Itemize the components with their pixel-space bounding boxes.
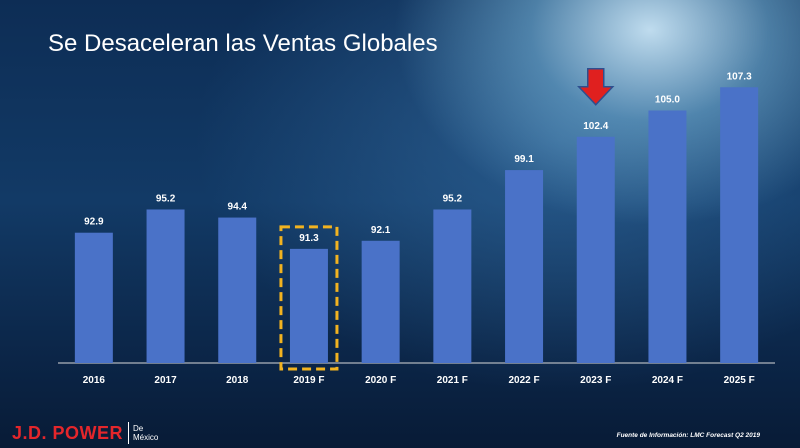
value-label-2023-f: 102.4 [583,121,608,132]
value-label-2022-f: 99.1 [514,154,534,165]
annotations-layer [279,68,615,371]
bar-2020-f [361,240,400,363]
value-label-2016: 92.9 [84,217,104,228]
value-label-2021-f: 95.2 [443,193,463,204]
bar-2022-f [505,170,544,363]
bar-2023-f [576,136,615,363]
logo-subtitle: De México [133,424,158,442]
jd-power-logo: J.D. POWER De México [12,422,158,444]
tick-label-2018: 2018 [226,375,249,386]
bar-2019-f [289,248,328,363]
bar-2016 [74,232,113,363]
bar-2017 [146,209,185,363]
value-labels-layer: 92.9 95.2 94.4 91.3 92.1 95.2 99.1 102.4 105.0 10… [84,71,752,244]
tick-label-2020-f: 2020 F [365,375,396,386]
tick-label-2024-f: 2024 F [652,375,683,386]
tick-label-2017: 2017 [154,375,177,386]
slide-title: Se Desaceleran las Ventas Globales [48,30,438,57]
tick-labels-layer: 2016 2017 2018 2019 F 2020 F 2021 F 2022 F 2023… [83,375,755,386]
highlight-box [279,225,339,371]
footer: J.D. POWER De México Fuente de Informaci… [0,418,800,448]
tick-label-2016: 2016 [83,375,106,386]
value-label-2018: 94.4 [228,202,248,213]
bar-2021-f [433,209,472,363]
tick-label-2023-f: 2023 F [580,375,611,386]
logo-sub-mexico: México [133,433,159,442]
tick-label-2021-f: 2021 F [437,375,468,386]
value-label-2019-f: 91.3 [299,233,319,244]
value-label-2020-f: 92.1 [371,225,391,236]
value-label-2024-f: 105.0 [655,95,680,106]
source-note: Fuente de Información: LMC Forecast Q2 2… [616,432,760,439]
bar-2025-f [720,87,759,364]
logo-sub-de: De [133,424,144,433]
value-label-2017: 95.2 [156,193,176,204]
bars-layer [74,87,759,364]
down-arrow-icon [577,68,615,106]
logo-divider [128,422,130,444]
value-label-2025-f: 107.3 [727,71,752,82]
logo-wordmark: J.D. POWER [12,422,124,443]
tick-label-2019-f: 2019 F [293,375,324,386]
tick-label-2022-f: 2022 F [508,375,539,386]
tick-label-2025-f: 2025 F [724,375,755,386]
bar-2018 [218,217,257,363]
bar-2024-f [648,110,687,363]
